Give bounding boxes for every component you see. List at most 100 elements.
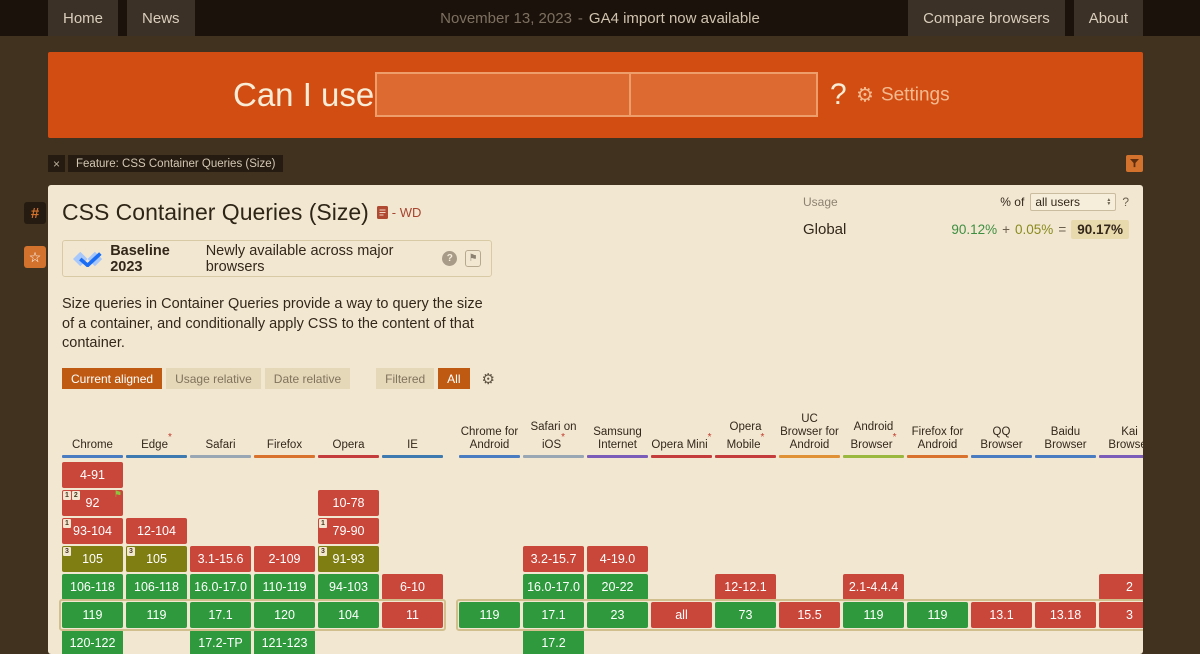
browser-header-uc-browser-for-android: UC Browser for Android	[780, 413, 839, 451]
support-cell-opera-10-78[interactable]: 10-78	[318, 490, 379, 516]
support-cell-samsung-internet-20-22[interactable]: 20-22	[587, 574, 648, 600]
tab-usage-relative[interactable]: Usage relative	[166, 368, 261, 389]
version-range: 4-19.0	[599, 552, 636, 566]
support-cell-baidu-browser-13-18[interactable]: 13.18	[1035, 602, 1096, 628]
search-secondary-area[interactable]	[631, 74, 816, 115]
nav-about-button[interactable]: About	[1073, 0, 1143, 36]
version-range: 106-118	[134, 580, 179, 594]
version-range: 119	[927, 608, 948, 622]
support-cell-safari-16-0-17-0[interactable]: 16.0-17.0	[190, 574, 251, 600]
version-range: all	[675, 608, 688, 622]
tab-filtered[interactable]: Filtered	[376, 368, 435, 389]
version-range: 16.0-17.0	[194, 580, 247, 594]
browser-column-opera-mobile: Opera Mobile* 12-12.1 73	[715, 397, 776, 654]
browser-brand-bar	[779, 455, 840, 458]
support-cell-chrome-120-122[interactable]: 120-122	[62, 630, 123, 654]
support-cell-chrome-93-104[interactable]: 93-104 1	[62, 518, 123, 544]
baseline-name: Baseline 2023	[110, 242, 170, 275]
support-cell-firefox-120[interactable]: 120	[254, 602, 315, 628]
support-cell-safari-17-1[interactable]: 17.1	[190, 602, 251, 628]
support-cell-safari-on-ios-16-0-17-0[interactable]: 16.0-17.0	[523, 574, 584, 600]
note-asterisk: *	[760, 432, 765, 444]
support-cell-safari-on-ios-17-2[interactable]: 17.2	[523, 630, 584, 654]
version-range: 10-78	[332, 496, 365, 510]
version-range: 119	[82, 608, 103, 622]
support-cell-opera-mobile-12-12-1[interactable]: 12-12.1	[715, 574, 776, 600]
support-table: Chrome 4-91 92 1 2 ⚑ 93-104 1 105 3 106-118 119 120-…	[59, 397, 1143, 654]
support-cell-safari-on-ios-17-1[interactable]: 17.1	[523, 602, 584, 628]
browser-brand-bar	[523, 455, 584, 458]
question-mark-suffix: ?	[830, 78, 847, 111]
support-cell-opera-91-93[interactable]: 91-93 3	[318, 546, 379, 572]
table-settings-gear-icon[interactable]: ⚙	[481, 370, 495, 388]
version-cells: 13.1	[971, 462, 1032, 654]
support-cell-chrome-for-android-119[interactable]: 119	[459, 602, 520, 628]
support-cell-edge-106-118[interactable]: 106-118	[126, 574, 187, 600]
support-cell-safari-3-1-15-6[interactable]: 3.1-15.6	[190, 546, 251, 572]
browser-header-kai-browser: Kai Browser	[1108, 426, 1143, 451]
note-asterisk: *	[561, 432, 566, 444]
usage-help-link[interactable]: ?	[1122, 195, 1129, 209]
version-range: 79-90	[332, 524, 365, 538]
support-cell-ie-11[interactable]: 11	[382, 602, 443, 628]
tab-all[interactable]: All	[438, 368, 470, 389]
support-cell-firefox-for-android-119[interactable]: 119	[907, 602, 968, 628]
support-cell-firefox-121-123[interactable]: 121-123	[254, 630, 315, 654]
filter-button[interactable]	[1126, 155, 1143, 172]
usage-block: Usage % of all users ▲ ▼ ? Global 90.12% …	[803, 193, 1129, 239]
support-cell-ie-6-10[interactable]: 6-10	[382, 574, 443, 600]
news-announcement-link[interactable]: November 13, 2023 - GA4 import now avail…	[440, 0, 760, 36]
browser-header-safari-on-ios: Safari on iOS*	[530, 421, 577, 451]
permalink-anchor-button[interactable]: #	[24, 202, 46, 224]
browser-column-android-browser: Android Browser* 2.1-4.4.4 119	[843, 397, 904, 654]
support-cell-opera-mini-all[interactable]: all	[651, 602, 712, 628]
funnel-icon	[1130, 159, 1139, 168]
support-cell-android-browser-119[interactable]: 119	[843, 602, 904, 628]
top-nav-left: Home News	[48, 0, 195, 36]
browser-column-samsung-internet: Samsung Internet 4-19.0 20-22 23	[587, 397, 648, 654]
support-cell-kai-browser-3[interactable]: 3	[1099, 602, 1143, 628]
support-cell-opera-94-103[interactable]: 94-103	[318, 574, 379, 600]
support-cell-edge-105[interactable]: 105 3	[126, 546, 187, 572]
support-cell-samsung-internet-4-19-0[interactable]: 4-19.0	[587, 546, 648, 572]
favorite-star-button[interactable]: ☆	[24, 246, 46, 268]
support-cell-samsung-internet-23[interactable]: 23	[587, 602, 648, 628]
support-cell-edge-119[interactable]: 119	[126, 602, 187, 628]
settings-button[interactable]: ⚙ Settings	[856, 83, 950, 108]
tab-current-aligned[interactable]: Current aligned	[62, 368, 163, 389]
support-cell-kai-browser-2[interactable]: 2	[1099, 574, 1143, 600]
nav-home-button[interactable]: Home	[48, 0, 119, 36]
version-cells: 12-104 105 3 106-118 119	[126, 462, 187, 654]
support-cell-qq-browser-13-1[interactable]: 13.1	[971, 602, 1032, 628]
support-cell-android-browser-2-1-4-4-4[interactable]: 2.1-4.4.4	[843, 574, 904, 600]
support-cell-firefox-110-119[interactable]: 110-119	[254, 574, 315, 600]
support-cell-uc-browser-for-android-15-5[interactable]: 15.5	[779, 602, 840, 628]
support-cell-chrome-92[interactable]: 92 1 2 ⚑	[62, 489, 123, 516]
feature-filter-bar: × Feature: CSS Container Queries (Size)	[48, 155, 1143, 172]
browser-brand-bar	[126, 455, 187, 458]
baseline-help-icon[interactable]: ?	[442, 251, 458, 266]
support-cell-edge-12-104[interactable]: 12-104	[126, 518, 187, 544]
support-cell-opera-mobile-73[interactable]: 73	[715, 602, 776, 628]
support-cell-opera-79-90[interactable]: 79-90 1	[318, 518, 379, 544]
tab-date-relative[interactable]: Date relative	[264, 368, 351, 389]
search-input[interactable]	[377, 74, 629, 115]
spec-link[interactable]: - WD	[376, 205, 421, 220]
support-cell-safari-17-2-tp[interactable]: 17.2-TP	[190, 630, 251, 654]
nav-news-button[interactable]: News	[127, 0, 195, 36]
browser-header-opera-mini: Opera Mini*	[651, 432, 712, 451]
remove-feature-filter-button[interactable]: ×	[48, 155, 65, 172]
support-cell-safari-on-ios-3-2-15-7[interactable]: 3.2-15.7	[523, 546, 584, 572]
report-flag-icon[interactable]: ⚑	[465, 250, 481, 267]
announcement-date: November 13, 2023	[440, 9, 572, 27]
support-cell-chrome-119[interactable]: 119	[62, 602, 123, 628]
nav-compare-browsers-button[interactable]: Compare browsers	[908, 0, 1065, 36]
support-cell-chrome-106-118[interactable]: 106-118	[62, 574, 123, 600]
version-range: 119	[479, 608, 500, 622]
support-cell-firefox-2-109[interactable]: 2-109	[254, 546, 315, 572]
version-range: 104	[338, 608, 359, 622]
support-cell-opera-104[interactable]: 104	[318, 602, 379, 628]
support-cell-chrome-4-91[interactable]: 4-91	[62, 462, 123, 488]
support-cell-chrome-105[interactable]: 105 3	[62, 546, 123, 572]
users-select[interactable]: all users ▲ ▼	[1030, 193, 1117, 211]
